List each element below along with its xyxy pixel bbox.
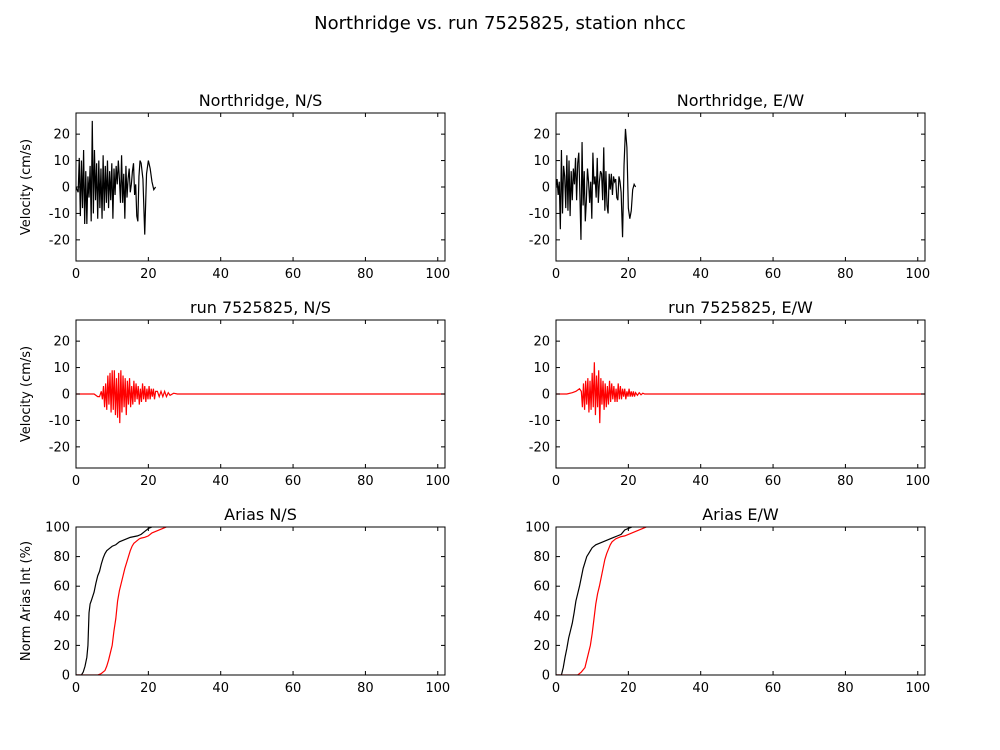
- panel-4-xtick-label: 80: [837, 474, 854, 489]
- panel-6-xtick-label: 100: [905, 681, 930, 696]
- panel-4-xtick-label: 40: [692, 474, 709, 489]
- panel-5-xtick-label: 60: [285, 681, 302, 696]
- panel-6-ytick-label: 100: [525, 521, 550, 536]
- panel-6-ytick-label: 60: [533, 580, 550, 595]
- panel-3-ytick-label: 20: [53, 335, 70, 350]
- panel-3-ytick-label: 0: [62, 388, 70, 403]
- panel-5-xtick-label: 80: [357, 681, 374, 696]
- panel-5-ytick-label: 0: [62, 669, 70, 684]
- panel-1-ytick-label: 20: [53, 128, 70, 143]
- panel-3-title: run 7525825, N/S: [190, 298, 331, 317]
- panel-1-xtick-label: 100: [425, 267, 450, 282]
- panel-3-xtick-label: 40: [212, 474, 229, 489]
- panel-5-ylabel: Norm Arias Int (%): [19, 541, 34, 661]
- panel-3-xtick-label: 100: [425, 474, 450, 489]
- panel-5-xtick-label: 0: [72, 681, 80, 696]
- panel-2-ytick-label: -10: [529, 207, 550, 222]
- panel-2-xtick-label: 60: [765, 267, 782, 282]
- panel-4-ytick-label: 10: [533, 361, 550, 376]
- panel-1-title: Northridge, N/S: [199, 91, 323, 110]
- panel-4-series-line-1: [556, 362, 925, 424]
- panel-6-series-line-2: [556, 527, 647, 675]
- panel-4-ytick-label: 20: [533, 335, 550, 350]
- panel-2-xtick-label: 0: [552, 267, 560, 282]
- panel-1-xtick-label: 60: [285, 267, 302, 282]
- panel-6-series-line-1: [556, 527, 633, 675]
- panel-2-ytick-label: 20: [533, 128, 550, 143]
- panel-3-ytick-label: -20: [49, 440, 70, 455]
- panel-4-xtick-label: 0: [552, 474, 560, 489]
- panel-1-ytick-label: 10: [53, 154, 70, 169]
- panel-6-xtick-label: 60: [765, 681, 782, 696]
- panel-3-xtick-label: 80: [357, 474, 374, 489]
- panel-3-ytick-label: 10: [53, 361, 70, 376]
- panel-6-xtick-label: 40: [692, 681, 709, 696]
- panel-2-ytick-label: 0: [542, 181, 550, 196]
- panel-3-series-line-1: [76, 370, 445, 424]
- panel-6-xtick-label: 20: [620, 681, 637, 696]
- panel-6-ytick-label: 20: [533, 639, 550, 654]
- panel-2-xtick-label: 40: [692, 267, 709, 282]
- panel-1-ylabel: Velocity (cm/s): [19, 139, 34, 235]
- figure-title: Northridge vs. run 7525825, station nhcc: [314, 13, 686, 34]
- panel-3-xtick-label: 20: [140, 474, 157, 489]
- panel-4-xtick-label: 20: [620, 474, 637, 489]
- panel-2-frame: [555, 112, 926, 262]
- panel-4-xtick-label: 100: [905, 474, 930, 489]
- panel-5-xtick-label: 20: [140, 681, 157, 696]
- panel-2-xtick-label: 100: [905, 267, 930, 282]
- panel-5-xtick-label: 100: [425, 681, 450, 696]
- panel-6-ytick-label: 0: [542, 669, 550, 684]
- panel-1-ytick-label: 0: [62, 181, 70, 196]
- panel-1-xtick-label: 0: [72, 267, 80, 282]
- panel-2-xtick-label: 20: [620, 267, 637, 282]
- panel-2-ytick-label: 10: [533, 154, 550, 169]
- panel-1-ytick-label: -20: [49, 233, 70, 248]
- panel-6-ytick-label: 40: [533, 609, 550, 624]
- panel-1-ytick-label: -10: [49, 207, 70, 222]
- panel-1-xtick-label: 80: [357, 267, 374, 282]
- panel-5-ytick-label: 40: [53, 609, 70, 624]
- panel-1-xtick-label: 40: [212, 267, 229, 282]
- panel-5-frame: [75, 526, 446, 676]
- panel-6-ytick-label: 80: [533, 550, 550, 565]
- panel-3-xtick-label: 60: [285, 474, 302, 489]
- panel-3-xtick-label: 0: [72, 474, 80, 489]
- panel-5-ytick-label: 100: [45, 521, 70, 536]
- panel-1-xtick-label: 20: [140, 267, 157, 282]
- panel-6-frame: [555, 526, 926, 676]
- panel-5-title: Arias N/S: [224, 505, 297, 524]
- panel-4-ytick-label: 0: [542, 388, 550, 403]
- panel-4-ytick-label: -10: [529, 414, 550, 429]
- panel-5-ytick-label: 80: [53, 550, 70, 565]
- panel-4-ytick-label: -20: [529, 440, 550, 455]
- panel-5-series-line-2: [76, 527, 167, 675]
- panel-3-ylabel: Velocity (cm/s): [19, 346, 34, 442]
- panel-4-xtick-label: 60: [765, 474, 782, 489]
- panel-5-xtick-label: 40: [212, 681, 229, 696]
- panel-1-series-line-1: [76, 120, 157, 235]
- panel-2-xtick-label: 80: [837, 267, 854, 282]
- panel-3-ytick-label: -10: [49, 414, 70, 429]
- panel-6-xtick-label: 0: [552, 681, 560, 696]
- panel-2-ytick-label: -20: [529, 233, 550, 248]
- panel-5-ytick-label: 60: [53, 580, 70, 595]
- panel-2-series-line-1: [556, 128, 637, 240]
- panel-4-title: run 7525825, E/W: [668, 298, 813, 317]
- panel-5-ytick-label: 20: [53, 639, 70, 654]
- panel-6-xtick-label: 80: [837, 681, 854, 696]
- panel-6-title: Arias E/W: [702, 505, 779, 524]
- panel-2-title: Northridge, E/W: [677, 91, 805, 110]
- panel-5-series-line-1: [76, 527, 153, 675]
